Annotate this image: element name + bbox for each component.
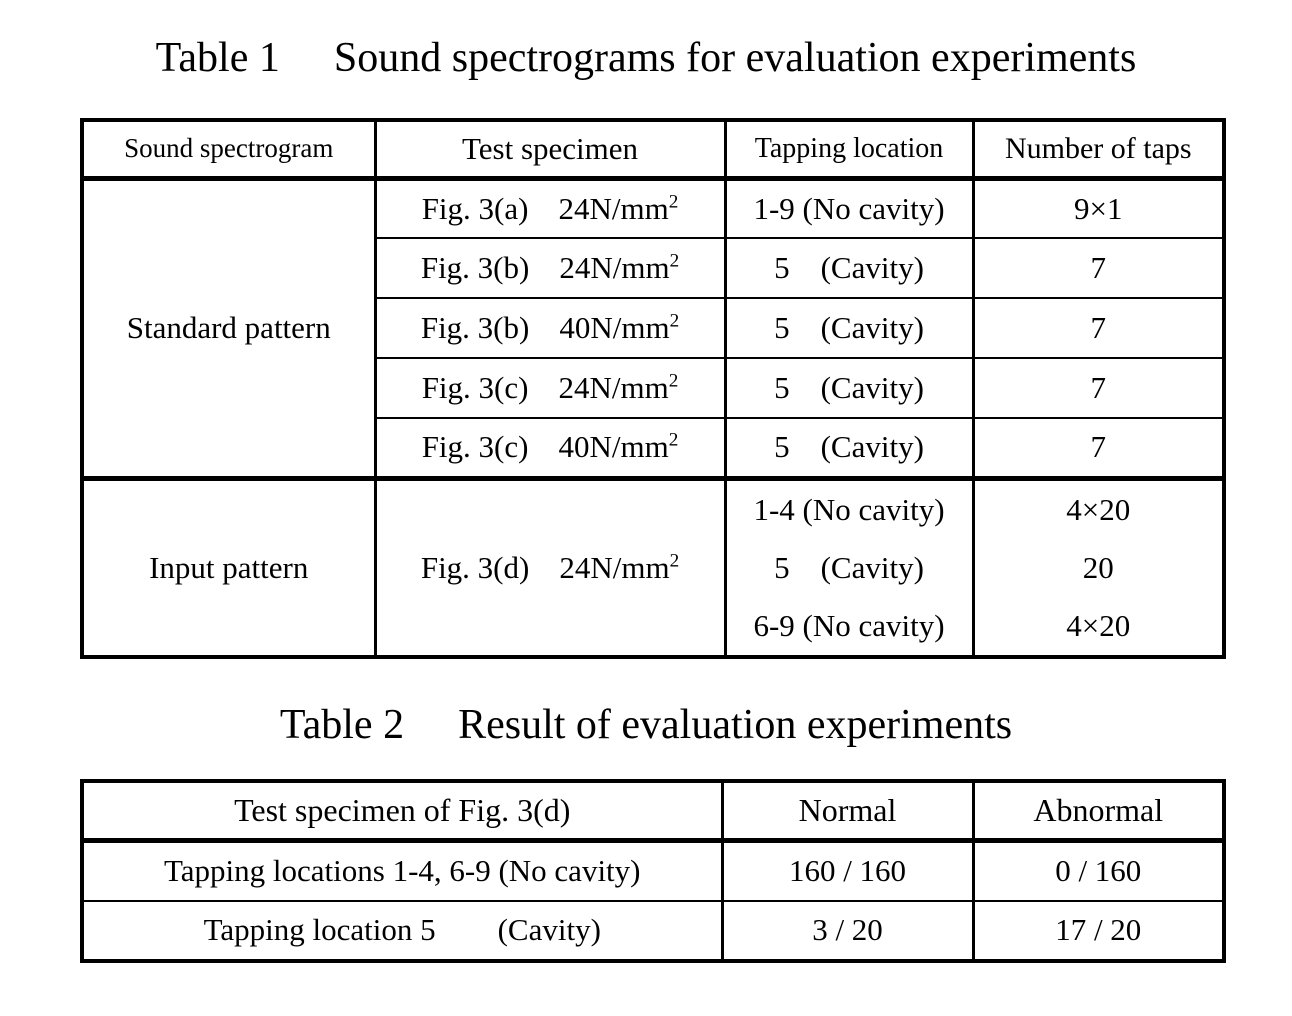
fig-reference: Fig. 3(c) [421,429,529,465]
table2-evaluation-results: Test specimen of Fig. 3(d) Normal Abnorm… [80,778,1226,963]
cell-test-specimen: Fig. 3(b) 40N/mm2 [373,297,727,359]
exponent: 2 [669,250,680,272]
t2-header-abnormal: Abnormal [971,779,1226,843]
tapping-location-line: 1-4 (No cavity) [753,491,945,527]
table-row: Standard pattern Fig. 3(a) 24N/mm2 1-9 (N… [80,177,1226,479]
number-of-taps-line: 4×20 [1066,607,1131,643]
number-of-taps-line: 4×20 [1066,491,1131,527]
exponent: 2 [669,310,680,332]
t1-header-sound-spectrogram: Sound spectrogram [80,119,377,181]
exponent: 2 [668,429,679,451]
strength-value: 24N/mm2 [559,549,680,585]
strength-value: 24N/mm2 [558,370,679,405]
fig-reference: Fig. 3(d) [420,549,530,585]
cell-pattern-standard: Standard pattern [80,177,377,479]
exponent: 2 [669,550,680,572]
cell-number-of-taps: 7 [971,417,1226,479]
table2-header-row: Test specimen of Fig. 3(d) Normal Abnorm… [80,779,1226,843]
tapping-location-line: 6-9 (No cavity) [753,607,945,643]
table-row: Tapping locations 1-4, 6-9 (No cavity) 1… [80,839,1226,902]
cell-abnormal-count: 17 / 20 [971,899,1226,962]
fig-reference: Fig. 3(b) [420,250,530,285]
cell-number-of-taps: 7 [971,237,1226,299]
cell-pattern-input: Input pattern [80,475,377,658]
cell-specimen-description: Tapping location 5 (Cavity) [80,899,724,962]
t1-header-tapping-location: Tapping location [723,119,975,181]
table-row: Fig. 3(b) 24N/mm2 5 (Cavity) 7 [82,237,1226,299]
exponent: 2 [668,191,679,213]
strength-value: 40N/mm2 [559,310,680,345]
table-row: Fig. 3(c) 40N/mm2 5 (Cavity) 7 [82,417,1226,479]
cell-tapping-location: 5 (Cavity) [723,237,975,299]
table1-sound-spectrograms: Sound spectrogram Test specimen Tapping … [80,118,1226,659]
cell-normal-count: 3 / 20 [720,899,975,962]
table-row: Fig. 3(c) 24N/mm2 5 (Cavity) 7 [82,357,1226,419]
cell-tapping-location: 1-9 (No cavity) [723,177,975,239]
fig-reference: Fig. 3(a) [421,190,529,226]
t1-header-number-of-taps: Number of taps [971,119,1226,181]
t2-header-test-specimen: Test specimen of Fig. 3(d) [80,779,724,843]
t1-header-test-specimen: Test specimen [373,119,727,181]
cell-abnormal-count: 0 / 160 [971,839,1226,902]
strength-value: 40N/mm2 [558,429,679,465]
number-of-taps-line: 20 [1082,549,1114,585]
cell-tapping-location: 5 (Cavity) [723,417,975,479]
table-row: Tapping location 5 (Cavity) 3 / 20 17 / … [80,899,1226,962]
cell-number-of-taps: 7 [971,297,1226,359]
t2-header-normal: Normal [720,779,975,843]
cell-tapping-location-list: 1-4 (No cavity) 5 (Cavity) 6-9 (No cavit… [723,475,975,658]
table1-header-row: Sound spectrogram Test specimen Tapping … [80,119,1226,181]
cell-number-of-taps-list: 4×20 20 4×20 [971,475,1226,658]
cell-test-specimen: Fig. 3(d) 24N/mm2 [373,475,727,658]
fig-reference: Fig. 3(c) [421,370,529,405]
table1-title-label: Table 1 [155,35,280,81]
table2-title-text: Result of evaluation experiments [458,701,1013,748]
table2-title-label: Table 2 [279,701,405,748]
cell-tapping-location: 5 (Cavity) [723,297,975,359]
cell-tapping-location: 5 (Cavity) [723,357,975,419]
strength-value: 24N/mm2 [559,250,680,285]
cell-test-specimen: Fig. 3(c) 40N/mm2 [373,417,727,479]
fig-reference: Fig. 3(b) [420,310,530,345]
cell-test-specimen: Fig. 3(c) 24N/mm2 [373,357,727,419]
table-row: Fig. 3(b) 40N/mm2 5 (Cavity) 7 [82,297,1226,359]
cell-number-of-taps: 7 [971,357,1226,419]
cell-specimen-description: Tapping locations 1-4, 6-9 (No cavity) [80,839,724,902]
cell-test-specimen: Fig. 3(a) 24N/mm2 [373,177,727,239]
cell-normal-count: 160 / 160 [720,839,975,902]
strength-value: 24N/mm2 [558,190,679,226]
table1-title-text: Sound spectrograms for evaluation experi… [333,35,1137,81]
table-row-input-pattern: Input pattern Fig. 3(d) 24N/mm2 1-4 (No c… [80,475,1226,658]
table1-title: Table 1 Sound spectrograms for evaluation… [0,0,1292,82]
exponent: 2 [668,370,679,392]
cell-test-specimen: Fig. 3(b) 24N/mm2 [373,237,727,299]
cell-number-of-taps: 9×1 [971,177,1226,239]
table2-title: Table 2 Result of evaluation experiments [0,701,1292,749]
tapping-location-line: 5 (Cavity) [774,549,924,585]
